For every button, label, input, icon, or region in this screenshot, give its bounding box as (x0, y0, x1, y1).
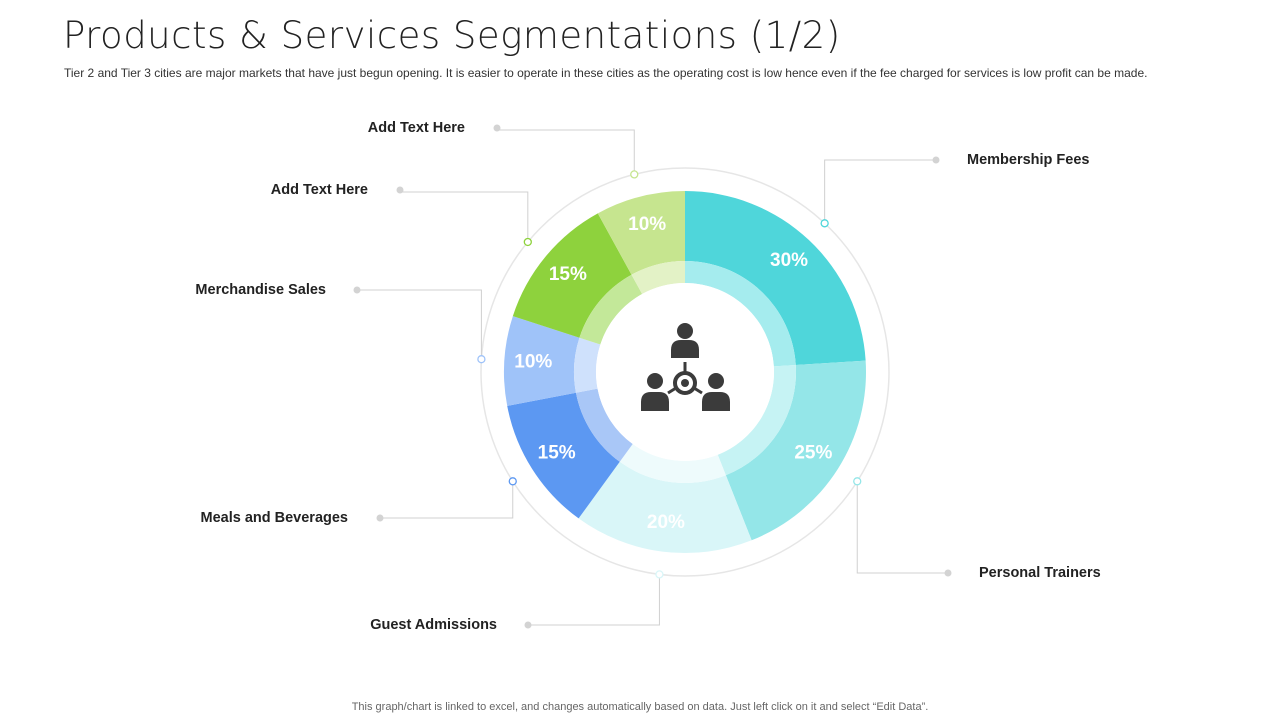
slice-percent-label: 15% (549, 264, 587, 285)
callout-line (856, 481, 948, 574)
page-subtitle: Tier 2 and Tier 3 cities are major marke… (64, 66, 1148, 80)
slice-inner-meals-and-beverages (575, 388, 633, 462)
callout-line (380, 481, 514, 519)
team-network-icon (641, 323, 730, 411)
slice-percent-label: 20% (647, 512, 685, 533)
callout-label-personal-trainers: Personal Trainers (979, 565, 1101, 581)
callout-anchor-dot (508, 477, 517, 486)
callout-end-dot (944, 569, 952, 577)
slice-percent-label: 30% (770, 250, 808, 271)
callout-end-dot (493, 124, 501, 132)
callout-anchor-dot (630, 170, 639, 179)
slice-guest-admissions[interactable] (578, 461, 752, 554)
callout-anchor-dot (853, 477, 862, 486)
callout-line (357, 289, 482, 360)
callout-line (528, 574, 660, 626)
callout-line (400, 191, 529, 242)
slice-meals-and-beverages[interactable] (507, 392, 620, 519)
slice-percent-label: 10% (514, 351, 552, 372)
slice-percent-label: 25% (794, 442, 832, 463)
callout-anchor-dot (820, 219, 829, 228)
callout-label-guest-admissions: Guest Admissions (370, 617, 497, 633)
callout-line (824, 159, 936, 224)
outer-ring (480, 167, 890, 577)
callout-label-add-text-here: Add Text Here (271, 182, 368, 198)
slice-inner-guest-admissions (619, 444, 726, 483)
callout-end-dot (396, 186, 404, 194)
slice-inner-membership-fees (685, 261, 796, 367)
slice-inner-merchandise-sales (574, 337, 601, 393)
callout-label-meals-and-beverages: Meals and Beverages (201, 510, 349, 526)
slice-add-text-here[interactable] (512, 213, 632, 338)
slice-membership-fees[interactable] (685, 191, 866, 366)
footer-note: This graph/chart is linked to excel, and… (351, 701, 929, 713)
callout-end-dot (376, 514, 384, 522)
callout-label-membership-fees: Membership Fees (967, 152, 1090, 168)
page-title: Products & Services Segmentations (1/2) (63, 14, 841, 57)
slice-percent-label: 15% (538, 442, 576, 463)
slice-merchandise-sales[interactable] (504, 316, 580, 406)
slice-inner-add-text-here (631, 261, 685, 295)
callout-end-dot (932, 156, 940, 164)
callout-label-add-text-here: Add Text Here (368, 120, 465, 136)
callout-end-dot (524, 621, 532, 629)
callout-line (497, 129, 635, 175)
slice-percent-label: 10% (628, 214, 666, 235)
callout-anchor-dot (477, 355, 486, 364)
callout-anchor-dot (523, 237, 532, 247)
callout-end-dot (353, 286, 361, 294)
callout-label-merchandise-sales: Merchandise Sales (195, 282, 326, 298)
slice-inner-personal-trainers (717, 365, 796, 476)
slice-personal-trainers[interactable] (725, 360, 866, 541)
callout-anchor-dot (655, 570, 664, 579)
slice-add-text-here[interactable] (597, 191, 685, 275)
slice-inner-add-text-here (579, 274, 643, 345)
